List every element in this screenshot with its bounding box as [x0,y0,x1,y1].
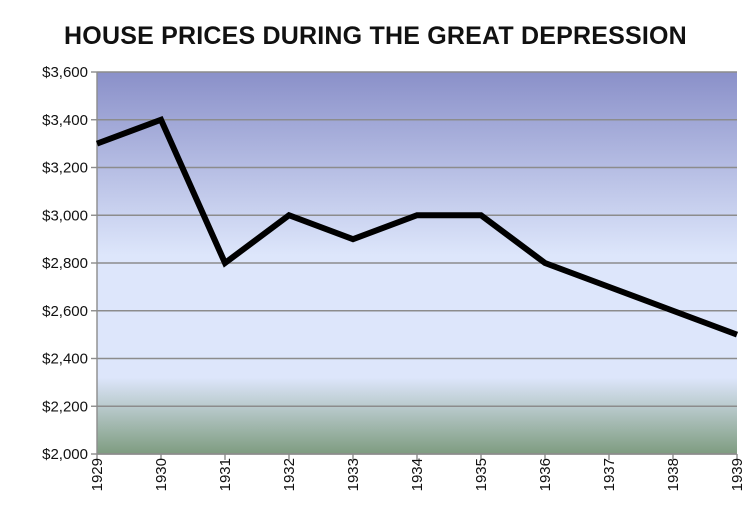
x-tick-label: 1939 [729,458,746,491]
x-tick-label: 1935 [473,458,490,491]
data-point [350,236,356,242]
series-line [95,115,739,338]
x-tick-label: 1931 [217,458,234,491]
y-tick-label: $2,200 [42,398,88,415]
y-axis-tick-labels: $2,000 $2,200 $2,400 $2,600 $2,800 $3,000 $3,2… [42,64,88,463]
y-tick-label: $3,600 [42,64,88,81]
data-point [734,332,740,338]
x-tick-label: 1936 [537,458,554,491]
y-tick-label: $3,000 [42,207,88,224]
data-point [222,260,228,266]
data-point [94,141,100,147]
y-tick-label: $3,200 [42,160,88,177]
data-point [606,284,612,290]
chart-title: HOUSE PRICES DURING THE GREAT DEPRESSION [64,22,687,50]
y-tick-label: $2,600 [42,303,88,320]
data-point [286,212,292,218]
x-tick-label: 1934 [409,458,426,491]
data-point [158,117,164,123]
y-tick-label: $2,800 [42,255,88,272]
x-tick-label: 1938 [665,458,682,491]
y-tick-label: $3,400 [42,112,88,129]
x-tick-label: 1937 [601,458,618,491]
data-point [414,212,420,218]
x-tick-label: 1932 [281,458,298,491]
x-axis-tick-labels: 1929 1930 1931 1932 1933 1934 1935 1936 1937 1938… [89,454,746,491]
series-layer [94,115,740,338]
x-tick-label: 1930 [153,458,170,491]
y-tick-label: $2,000 [42,446,88,463]
x-tick-label: 1929 [89,458,106,491]
y-tick-label: $2,400 [42,351,88,368]
data-point [670,308,676,314]
data-point [542,260,548,266]
data-point [478,212,484,218]
x-tick-label: 1933 [345,458,362,491]
